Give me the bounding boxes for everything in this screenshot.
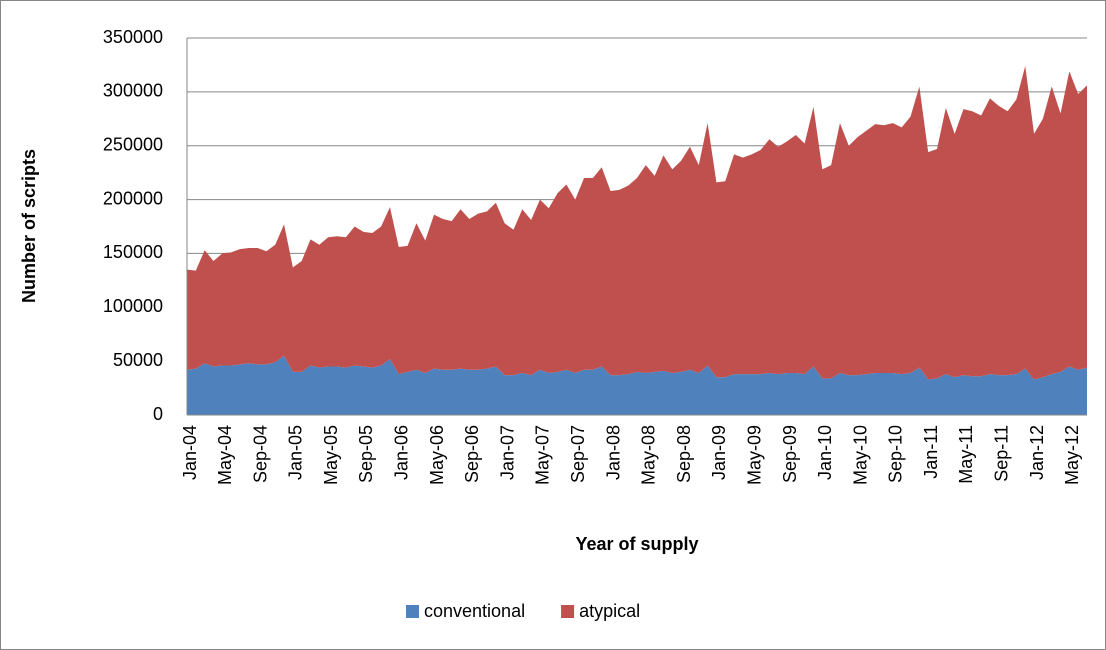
- x-tick-label: Sep-09: [780, 425, 800, 483]
- x-tick-label: Jan-09: [709, 425, 729, 480]
- x-tick-label: May-11: [956, 425, 976, 484]
- x-tick-label: May-07: [533, 425, 553, 485]
- x-tick-label: Sep-11: [992, 425, 1012, 482]
- x-tick-label: May-09: [744, 425, 764, 485]
- area: [187, 66, 1087, 380]
- x-axis-title: Year of supply: [575, 534, 698, 554]
- y-tick-label: 0: [153, 404, 163, 424]
- x-tick-label: Jan-11: [921, 425, 941, 479]
- x-tick-label: Sep-06: [462, 425, 482, 483]
- x-tick-label: Jan-12: [1027, 425, 1047, 480]
- y-tick-label: 50000: [113, 350, 163, 370]
- x-tick-label: May-08: [639, 425, 659, 485]
- legend-swatch: [561, 605, 575, 618]
- x-tick-label: May-06: [427, 425, 447, 485]
- x-tick-label: Jan-05: [286, 425, 306, 480]
- y-axis-title: Number of scripts: [19, 149, 39, 303]
- x-tick-label: Jan-04: [180, 425, 200, 480]
- legend-swatch: [406, 605, 419, 618]
- x-tick-label: May-04: [215, 425, 235, 485]
- y-tick-label: 150000: [103, 242, 163, 262]
- area: [187, 355, 1087, 415]
- legend-label: conventional: [424, 601, 525, 621]
- y-tick-label: 200000: [103, 188, 163, 208]
- x-tick-label: Sep-05: [356, 425, 376, 483]
- x-tick-label: Sep-04: [250, 425, 270, 483]
- y-tick-label: 300000: [103, 81, 163, 101]
- y-tick-label: 250000: [103, 134, 163, 154]
- y-tick-label: 100000: [103, 296, 163, 316]
- x-tick-label: May-12: [1062, 425, 1082, 485]
- x-tick-label: Jan-08: [603, 425, 623, 480]
- y-tick-label: 350000: [103, 27, 163, 47]
- x-tick-label: Sep-07: [568, 425, 588, 483]
- x-tick-label: Jan-07: [497, 425, 517, 480]
- x-tick-label: May-10: [850, 425, 870, 485]
- x-tick-label: May-05: [321, 425, 341, 485]
- x-tick-label: Sep-10: [886, 425, 906, 483]
- x-tick-label: Sep-08: [674, 425, 694, 483]
- x-tick-label: Jan-10: [815, 425, 835, 480]
- x-tick-label: Jan-06: [392, 425, 412, 480]
- legend-label: atypical: [579, 601, 640, 621]
